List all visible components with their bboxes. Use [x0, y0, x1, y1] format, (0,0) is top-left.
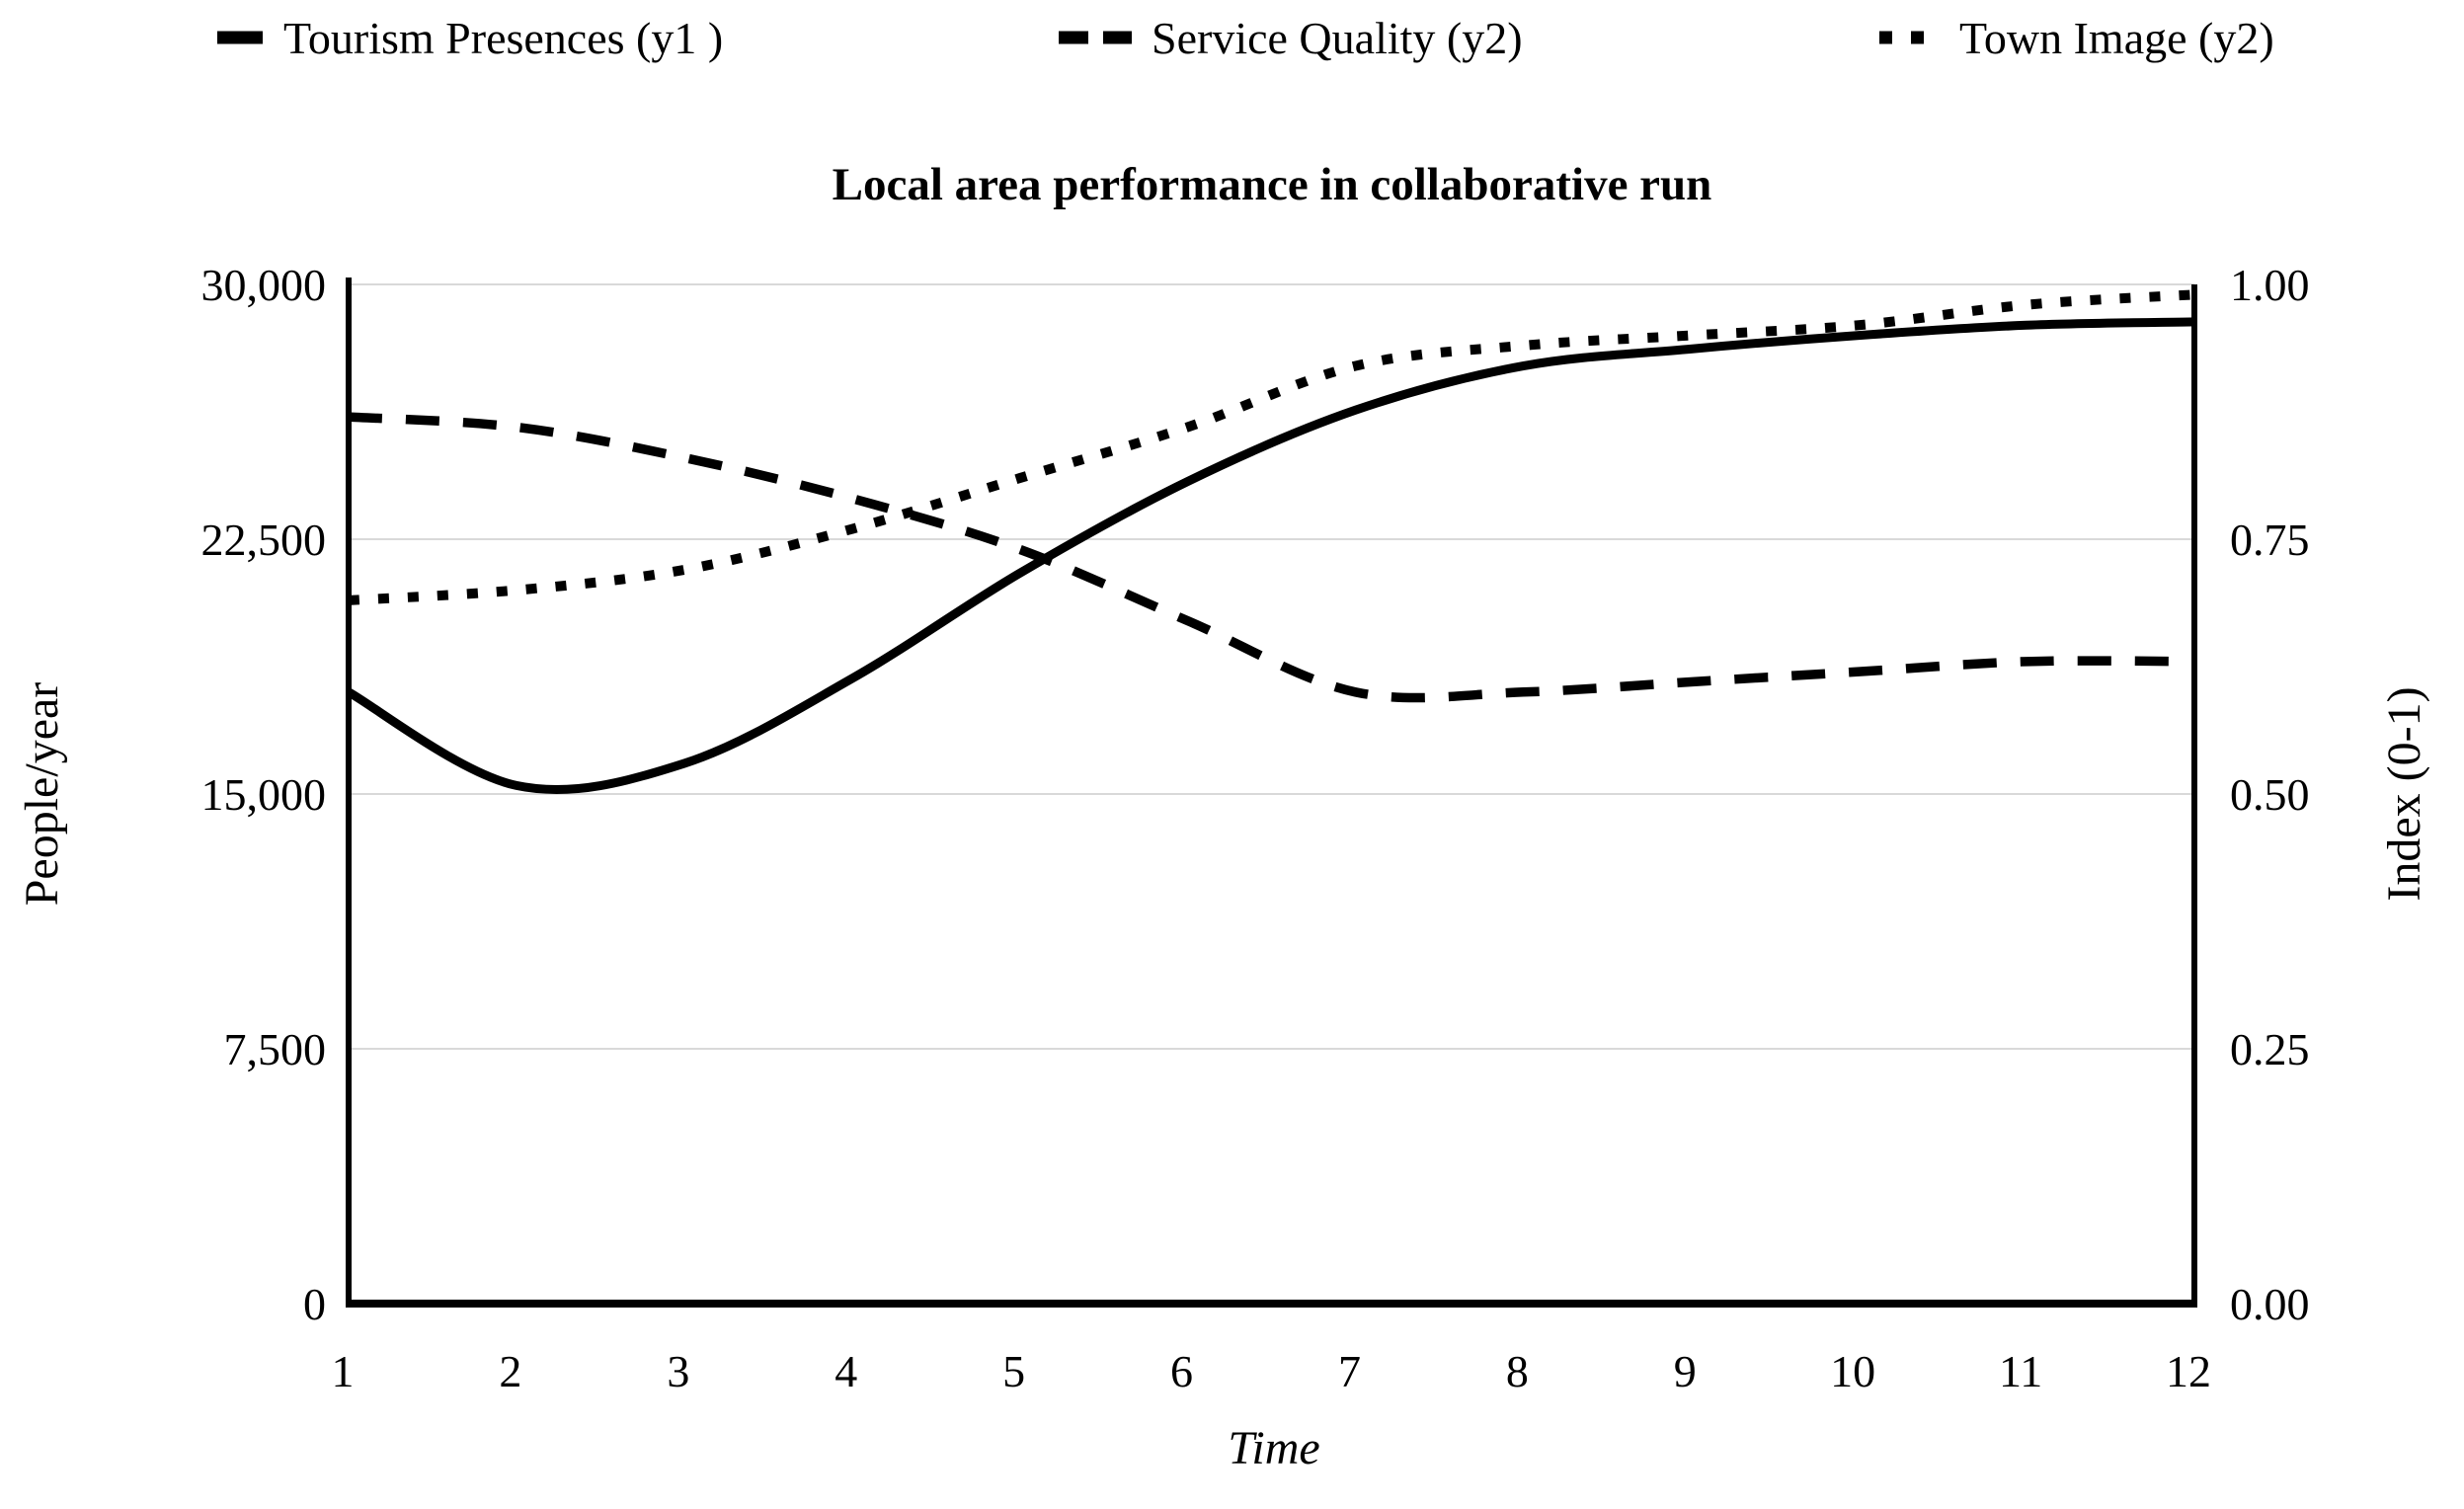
y-right-tick-label: 0.75 — [2230, 515, 2310, 565]
x-tick-label: 1 — [332, 1346, 355, 1396]
legend: Tourism Presences (y1 ) Service Quality … — [217, 13, 2274, 63]
legend-item-service: Service Quality (y2) — [1059, 13, 1523, 63]
legend-label-service: Service Quality (y2) — [1152, 13, 1523, 63]
legend-label-town: Town Image (y2) — [1959, 13, 2274, 63]
x-tick-label: 8 — [1506, 1346, 1529, 1396]
series-line-tourism-presences-y1 — [346, 317, 2195, 794]
y-left-tick-label: 0 — [303, 1279, 326, 1329]
y-right-tick-label: 0.50 — [2230, 769, 2310, 820]
x-tick-label: 3 — [667, 1346, 689, 1396]
y-right-tick-label: 0.00 — [2230, 1279, 2310, 1329]
y-right-axis-title: Index (0-1) — [2378, 686, 2430, 901]
x-tick-label: 6 — [1170, 1346, 1193, 1396]
series-lines — [346, 289, 2195, 794]
series-line-town-image-y2 — [348, 289, 2195, 605]
x-tick-label: 12 — [2166, 1346, 2211, 1396]
series-line-service-quality-y2 — [348, 412, 2195, 703]
y-left-tick-label: 7,500 — [224, 1024, 327, 1074]
y-left-axis-title: People/year — [16, 682, 68, 907]
x-tick-label: 2 — [499, 1346, 521, 1396]
x-tick-label: 7 — [1338, 1346, 1361, 1396]
x-tick-label: 11 — [1999, 1346, 2042, 1396]
legend-label-tourism: Tourism Presences (y1 ) — [283, 13, 723, 63]
x-tick-label: 5 — [1002, 1346, 1025, 1396]
x-tick-label: 9 — [1674, 1346, 1697, 1396]
y-left-tick-label: 15,000 — [201, 769, 327, 820]
y-right-tick-label: 1.00 — [2230, 260, 2310, 310]
x-tick-label: 4 — [835, 1346, 857, 1396]
x-axis-title: Time — [1228, 1422, 1319, 1474]
y-right-tick-label: 0.25 — [2230, 1024, 2310, 1074]
gridlines — [349, 283, 2194, 1050]
x-tick-label: 10 — [1830, 1346, 1875, 1396]
legend-item-town: Town Image (y2) — [1879, 13, 2274, 63]
y-left-tick-label: 30,000 — [201, 260, 327, 310]
legend-item-tourism: Tourism Presences (y1 ) — [217, 13, 723, 63]
chart-title: Local area performance in collaborative … — [833, 159, 1712, 210]
axis-tick-labels: 0 7,500 15,000 22,500 30,000 0.00 0.25 0.50 0.75… — [201, 260, 2310, 1396]
y-left-tick-label: 22,500 — [201, 515, 327, 565]
